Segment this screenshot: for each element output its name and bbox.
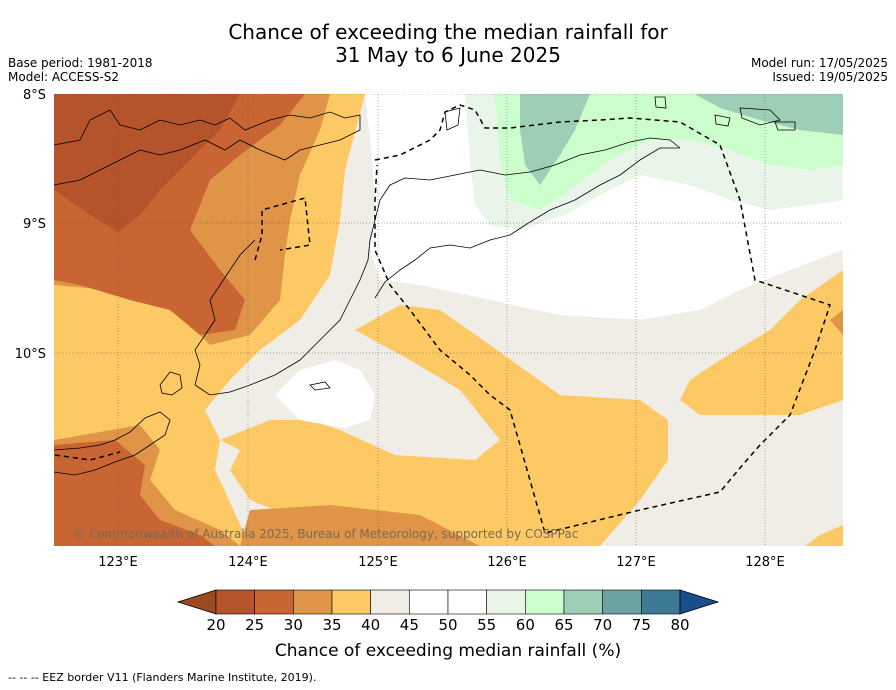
colorbar-tick-label: 30 [284, 616, 303, 634]
eez-border-west [254, 197, 311, 261]
eez-border [374, 104, 831, 534]
colorbar-extend-low [176, 589, 217, 615]
gridlines [54, 94, 843, 546]
colorbar-tick-label: 60 [516, 616, 535, 634]
eez-footnote: -- -- -- EEZ border V11 (Flanders Marine… [8, 671, 317, 684]
rote-island [159, 371, 183, 396]
lon-label-125e: 125°E [358, 555, 398, 570]
lon-label-126e: 126°E [487, 555, 527, 570]
small-island-2 [654, 96, 667, 109]
contour-20-25-north [54, 94, 240, 232]
lat-label-8s: 8°S [23, 88, 46, 103]
colorbar-tick-label: 70 [593, 616, 612, 634]
colorbar: 20 25 30 35 40 45 50 55 60 65 70 75 80 [176, 589, 720, 634]
map-plot-area: © Commonwealth of Australia 2025, Bureau… [54, 94, 843, 546]
colorbar-segment [409, 589, 449, 615]
meta-right: Model run: 17/05/2025 Issued: 19/05/2025 [751, 56, 888, 84]
colorbar-label: Chance of exceeding median rainfall (%) [274, 641, 622, 661]
meta-left: Base period: 1981-2018 Model: ACCESS-S2 [8, 56, 153, 84]
colorbar-segment [370, 589, 410, 615]
small-island-5 [774, 121, 796, 131]
issued-text: Issued: 19/05/2025 [772, 70, 888, 84]
contour-35-40-se [805, 525, 843, 546]
colorbar-segment [293, 589, 333, 615]
colorbar-segment [602, 589, 642, 615]
small-island-1 [309, 381, 331, 391]
model-run-text: Model run: 17/05/2025 [750, 56, 888, 70]
title-line-1: Chance of exceeding the median rainfall … [228, 20, 668, 44]
colorbar-tick-label: 55 [477, 616, 496, 634]
contour-45-55-center [275, 360, 375, 428]
colorbar-tick-label: 75 [632, 616, 651, 634]
colorbar-tick-label: 50 [438, 616, 457, 634]
copyright-text: © Commonwealth of Australia 2025, Bureau… [73, 527, 578, 541]
colorbar-tick-label: 45 [400, 616, 419, 634]
coastlines [54, 96, 796, 476]
colorbar-segment [641, 589, 681, 615]
timor-west-coast [194, 239, 256, 386]
lat-axis: 8°S 9°S 10°S [15, 88, 46, 362]
colorbar-segment [486, 589, 526, 615]
colorbar-segment [447, 589, 487, 615]
colorbar-segment [331, 589, 371, 615]
lat-label-10s: 10°S [15, 347, 46, 362]
contour-30-35-east [830, 310, 843, 335]
model-text: Model: ACCESS-S2 [8, 70, 120, 84]
colorbar-segment [525, 589, 565, 615]
colorbar-tick-label: 35 [322, 616, 341, 634]
sumba-coast [54, 411, 171, 476]
lon-label-123e: 123°E [98, 555, 138, 570]
contour-35-40-east [680, 270, 843, 415]
contour-65-70-b [695, 94, 843, 135]
eez-border-south [54, 451, 121, 461]
colorbar-segment [254, 589, 294, 615]
contour-25-30-south [54, 440, 215, 546]
contour-30-35-se [240, 505, 480, 546]
contour-60-65 [495, 94, 843, 210]
lat-label-9s: 9°S [23, 217, 46, 232]
colorbar-segment [563, 589, 603, 615]
flores-coast [54, 109, 361, 186]
colorbar-tick-label: 65 [554, 616, 573, 634]
lon-label-124e: 124°E [228, 555, 268, 570]
timor-south-coast [194, 137, 681, 396]
colorbar-extend-high [679, 589, 720, 615]
colorbar-tick-label: 80 [670, 616, 689, 634]
base-period-text: Base period: 1981-2018 [8, 56, 153, 70]
small-island-6 [444, 107, 461, 131]
timor-north-coast [374, 147, 680, 299]
contour-35-40-central [220, 305, 668, 546]
colorbar-tick-label: 20 [206, 616, 225, 634]
small-island-3 [714, 114, 731, 127]
colorbar-tick-label: 25 [245, 616, 264, 634]
colorbar-tick-label: 40 [361, 616, 380, 634]
contour-65-70-a [520, 94, 590, 185]
lon-axis: 123°E 124°E 125°E 126°E 127°E 128°E [98, 555, 785, 570]
lon-label-127e: 127°E [616, 555, 656, 570]
colorbar-segment [215, 589, 255, 615]
lon-label-128e: 128°E [745, 555, 785, 570]
title-line-2: 31 May to 6 June 2025 [335, 43, 561, 67]
